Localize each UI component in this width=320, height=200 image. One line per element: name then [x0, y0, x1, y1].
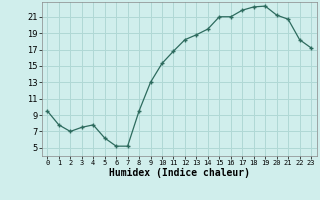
- X-axis label: Humidex (Indice chaleur): Humidex (Indice chaleur): [109, 168, 250, 178]
